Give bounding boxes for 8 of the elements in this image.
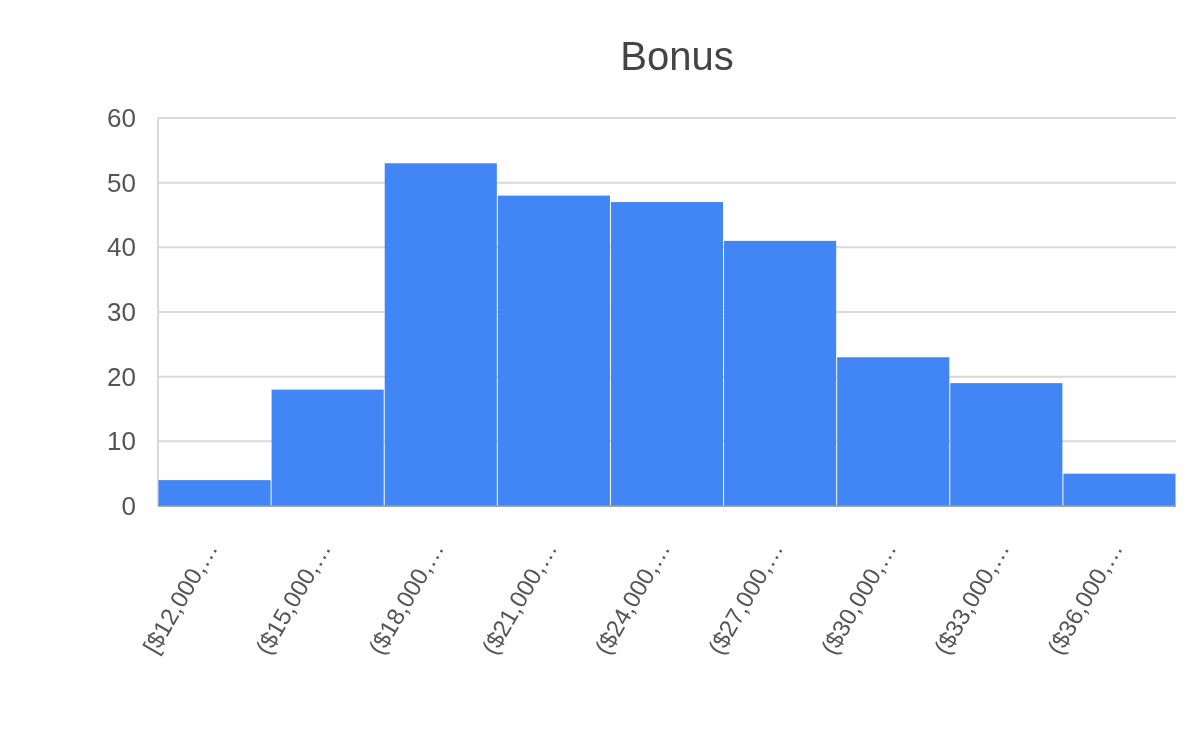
y-tick-label: 40 xyxy=(107,232,136,263)
chart-title: Bonus xyxy=(620,34,734,78)
y-tick-label: 20 xyxy=(107,361,136,392)
y-tick-label: 30 xyxy=(107,297,136,328)
y-tick-label: 60 xyxy=(107,103,136,134)
y-tick-label: 10 xyxy=(107,426,136,457)
y-tick-label: 0 xyxy=(121,491,136,522)
y-tick-label: 50 xyxy=(107,167,136,198)
